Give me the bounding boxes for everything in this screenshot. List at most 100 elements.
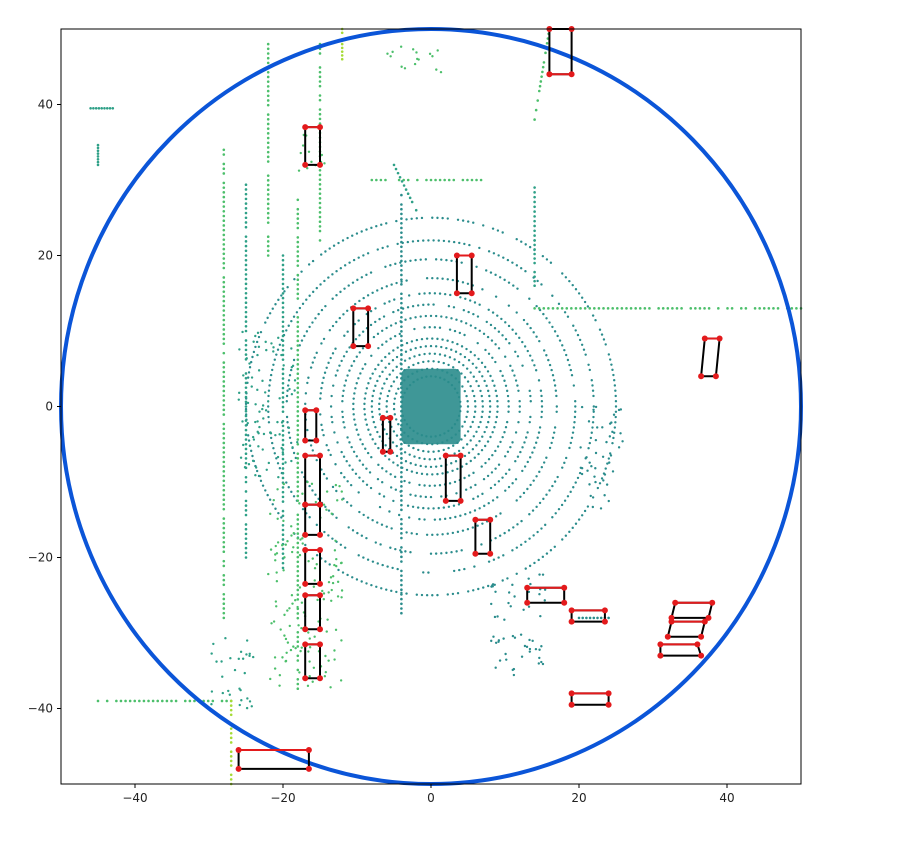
point-line-point (222, 441, 226, 445)
point-line-point (296, 583, 300, 587)
scan-ring-point (524, 243, 527, 246)
scan-ring-point (274, 303, 277, 306)
scan-ring-point (406, 240, 410, 244)
scan-ring-point (331, 537, 334, 540)
scan-ring-point (438, 484, 442, 487)
point-line-point (281, 310, 285, 314)
point-line-point (597, 307, 601, 310)
scan-ring-point (573, 421, 576, 424)
point-line-point (666, 307, 670, 310)
scan-ring-point (563, 461, 566, 465)
scan-ring-point (308, 294, 311, 297)
scan-ring-point (612, 431, 616, 434)
scan-ring-point (478, 303, 481, 306)
point-line-point (400, 428, 403, 432)
point-line-point (296, 485, 300, 488)
point-line-point (222, 214, 226, 218)
scan-ring-point (254, 345, 257, 349)
scan-ring-point (482, 224, 485, 227)
point-line-point (229, 741, 233, 744)
scan-ring-point (452, 504, 456, 507)
scan-ring-point (394, 262, 397, 266)
point-line-point (461, 178, 465, 182)
box-corner-point (605, 701, 612, 708)
point-line-point (400, 503, 403, 507)
box-corner-point (568, 701, 575, 708)
cluster-point (272, 620, 276, 623)
scan-ring-point (370, 354, 373, 357)
scan-ring-point (360, 230, 363, 233)
scan-ring-point (487, 560, 491, 563)
cluster-point (330, 512, 333, 515)
point-line-point (244, 428, 248, 432)
point-line-point (379, 178, 383, 182)
scan-ring-point (473, 394, 476, 398)
scan-ring-point (446, 339, 449, 342)
cluster-point (594, 480, 597, 484)
scan-ring-point (428, 484, 431, 487)
scan-ring-point (285, 329, 288, 332)
scan-ring-point (487, 352, 491, 355)
scan-ring-point (423, 457, 426, 461)
cluster-point (335, 564, 338, 568)
scan-ring-point (412, 446, 415, 450)
point-line-point (222, 413, 226, 416)
cluster-point (286, 540, 289, 543)
point-line-point (281, 320, 285, 324)
point-line-point (229, 699, 233, 703)
scan-ring-point (478, 246, 481, 250)
point-line-point (266, 85, 270, 88)
scan-ring-point (376, 430, 379, 434)
scan-ring-point (388, 510, 391, 513)
scan-ring-point (591, 496, 595, 499)
scan-ring-point (342, 421, 345, 424)
scan-ring-point (477, 384, 480, 388)
point-line-point (795, 307, 798, 310)
point-line-point (222, 436, 226, 440)
point-line-point (229, 755, 233, 758)
cluster-point (290, 525, 293, 528)
scan-ring-point (365, 423, 369, 426)
scan-ring-point (273, 358, 276, 361)
scan-ring-point (568, 363, 571, 367)
cluster-point (327, 580, 331, 584)
cluster-point (490, 585, 493, 588)
scan-ring-point (503, 278, 506, 282)
scan-ring-point (572, 486, 575, 489)
cluster-point (251, 459, 255, 463)
scan-ring-point (580, 343, 584, 346)
scan-ring-point (268, 312, 272, 315)
cluster-point (239, 688, 242, 692)
cluster-point (333, 658, 336, 661)
scan-ring-point (374, 541, 377, 544)
point-line-point (96, 143, 100, 147)
point-line-point (296, 236, 300, 239)
scan-ring-point (514, 350, 517, 353)
scan-ring-point (611, 441, 614, 445)
scan-ring-point (504, 472, 508, 475)
scan-ring-point (587, 363, 590, 366)
point-line-point (661, 307, 665, 310)
box-corner-point (701, 618, 708, 625)
scan-ring-point (570, 436, 574, 439)
cluster-point (277, 336, 280, 340)
point-line-point (193, 699, 196, 703)
scan-ring-point (394, 547, 397, 551)
point-line-point (222, 531, 226, 535)
scan-ring-point (329, 405, 333, 408)
cluster-point (334, 539, 337, 543)
point-line-point (296, 395, 300, 399)
cluster-point (596, 426, 599, 429)
scan-ring-point (319, 413, 322, 416)
scan-ring-point (505, 389, 509, 393)
scan-ring-point (437, 360, 440, 364)
point-line-point (281, 514, 285, 518)
point-line-point (222, 578, 226, 582)
point-line-point (244, 296, 248, 300)
scan-ring-point (591, 314, 595, 317)
cluster-point (257, 345, 261, 349)
scan-ring-point (477, 425, 480, 429)
point-line-point (266, 89, 270, 93)
scan-ring-point (404, 460, 408, 463)
scan-ring-point (264, 321, 267, 324)
